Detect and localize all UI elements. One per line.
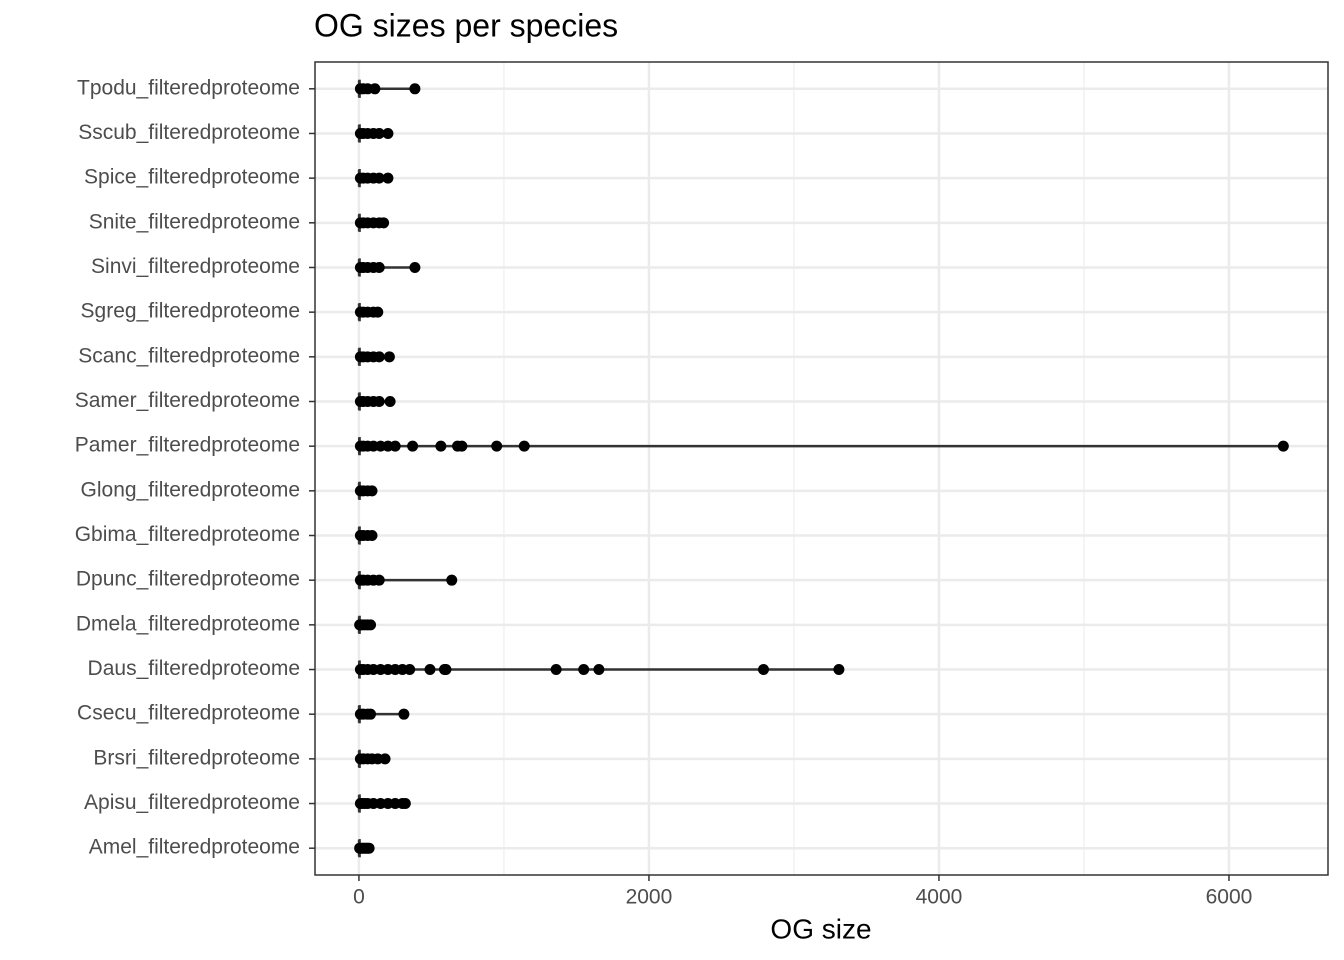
y-tick-label: Dpunc_filteredproteome — [76, 568, 300, 591]
x-tick-label: 0 — [353, 886, 365, 909]
y-tick-label: Dmela_filteredproteome — [76, 612, 300, 635]
outlier — [382, 172, 394, 184]
y-tick-label: Sgreg_filteredproteome — [81, 300, 300, 323]
plot-border — [314, 61, 1329, 876]
y-tick-label: Apisu_filteredproteome — [84, 791, 300, 814]
outlier — [373, 127, 385, 139]
y-tick-label: Glong_filteredproteome — [81, 478, 300, 501]
y-tick-label: Spice_filteredproteome — [84, 166, 300, 189]
chart-title: OG sizes per species — [314, 7, 618, 43]
x-axis-title: OG size — [770, 913, 871, 944]
outlier — [1277, 440, 1289, 452]
outlier — [833, 664, 845, 676]
outlier — [373, 395, 385, 407]
outlier — [373, 172, 385, 184]
x-tick-label: 6000 — [1206, 886, 1253, 909]
outlier — [424, 664, 436, 676]
y-tick-label: Daus_filteredproteome — [88, 657, 300, 680]
outlier — [372, 306, 384, 318]
y-tick-label: Snite_filteredproteome — [89, 210, 300, 233]
y-tick-label: Gbima_filteredproteome — [75, 523, 300, 546]
outlier — [409, 83, 421, 95]
y-tick-label: Tpodu_filteredproteome — [77, 76, 300, 99]
y-tick-label: Amel_filteredproteome — [89, 836, 300, 859]
outlier — [369, 83, 381, 95]
outlier — [757, 664, 769, 676]
outlier — [373, 574, 385, 586]
outlier — [593, 664, 605, 676]
outlier — [363, 842, 375, 854]
outlier — [518, 440, 530, 452]
outlier — [446, 574, 458, 586]
outlier — [378, 217, 390, 229]
y-tick-label: Csecu_filteredproteome — [77, 702, 300, 725]
y-tick-label: Scanc_filteredproteome — [78, 344, 300, 367]
outlier — [373, 351, 385, 363]
outlier — [491, 440, 503, 452]
outlier — [384, 395, 396, 407]
outlier — [366, 485, 378, 497]
outlier — [399, 798, 411, 810]
outlier — [409, 261, 421, 273]
outlier — [379, 753, 391, 765]
outlier — [404, 664, 416, 676]
x-tick-label: 4000 — [916, 886, 963, 909]
outlier — [389, 440, 401, 452]
outlier — [407, 440, 419, 452]
y-tick-label: Samer_filteredproteome — [75, 389, 300, 412]
outlier — [365, 619, 377, 631]
outlier — [440, 664, 452, 676]
outlier — [578, 664, 590, 676]
outlier — [550, 664, 562, 676]
outlier — [383, 351, 395, 363]
y-tick-label: Sscub_filteredproteome — [78, 121, 300, 144]
outlier — [382, 127, 394, 139]
outlier — [366, 530, 378, 542]
outlier — [398, 708, 410, 720]
outlier — [435, 440, 447, 452]
y-tick-label: Brsri_filteredproteome — [93, 746, 300, 769]
outlier — [373, 261, 385, 273]
x-tick-label: 2000 — [626, 886, 673, 909]
outlier — [365, 708, 377, 720]
y-tick-label: Sinvi_filteredproteome — [91, 255, 300, 278]
outlier — [456, 440, 468, 452]
y-tick-label: Pamer_filteredproteome — [75, 434, 300, 457]
